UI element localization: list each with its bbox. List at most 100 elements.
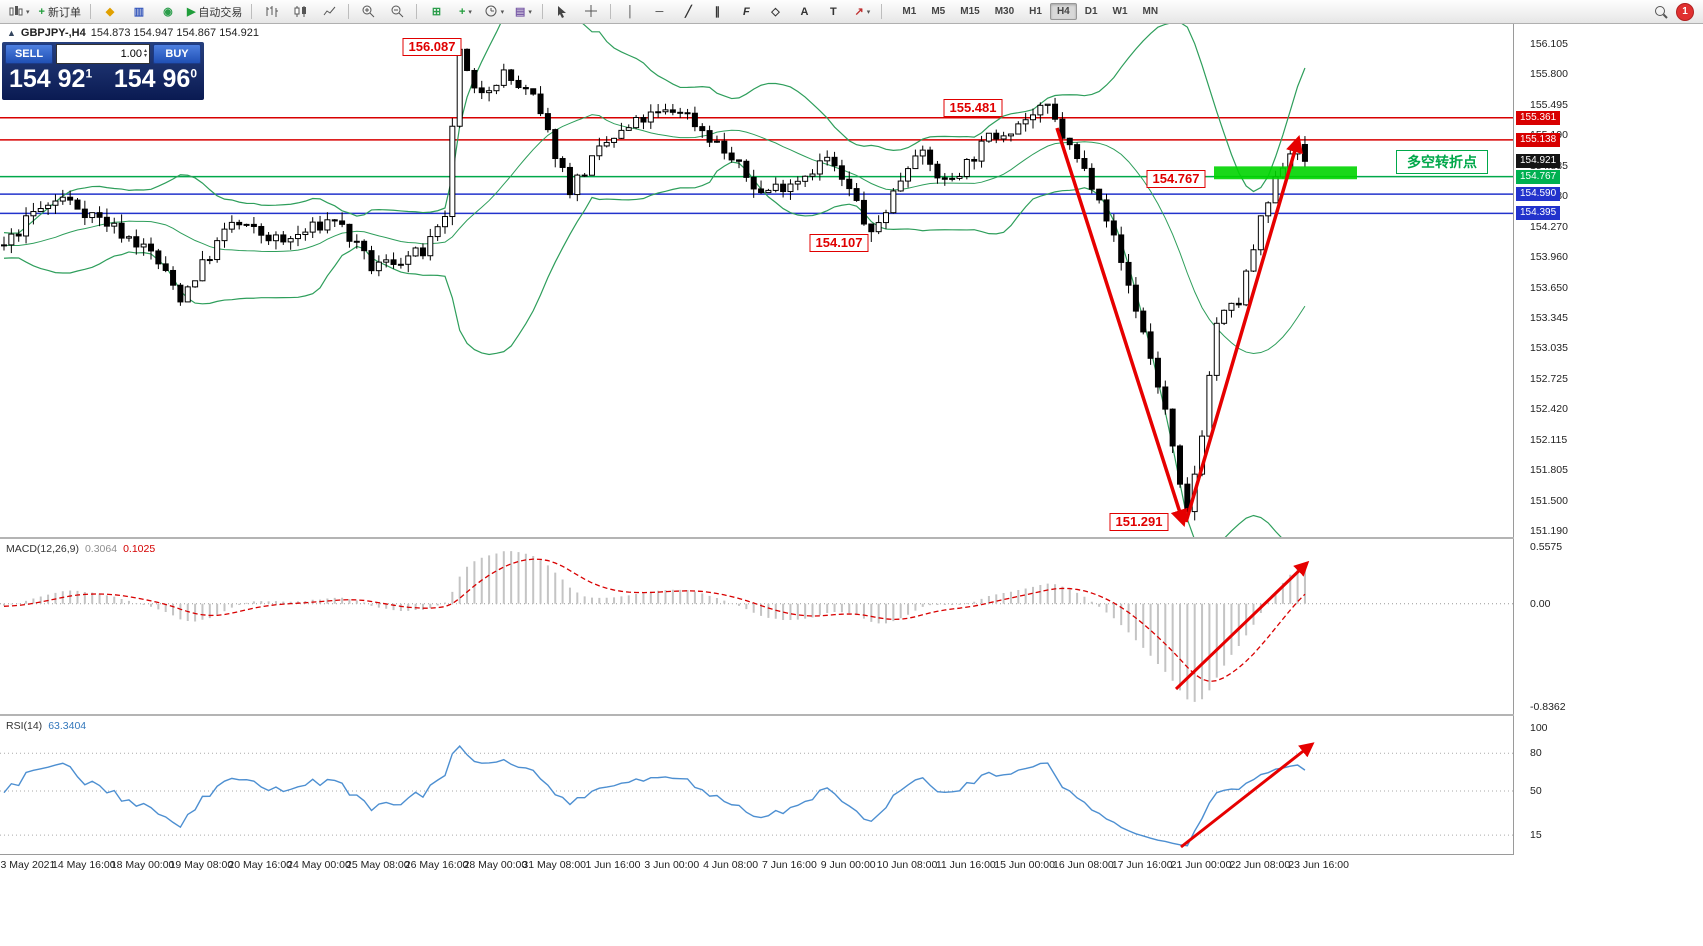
text-tool[interactable]: A bbox=[790, 2, 818, 22]
periods-button[interactable]: ▾ bbox=[480, 2, 508, 22]
autotrading-label: 自动交易 bbox=[198, 6, 243, 19]
channel-icon: ∥ bbox=[714, 6, 721, 18]
axis-separator bbox=[1513, 24, 1514, 874]
zoom-in-button[interactable] bbox=[354, 2, 382, 22]
time-axis[interactable]: 13 May 2021 14 May 16:00 18 May 00:00 19 Ma… bbox=[0, 854, 1703, 875]
time-axis-label: 21 Jun 00:00 bbox=[1170, 859, 1232, 871]
time-axis-label: 3 Jun 00:00 bbox=[644, 859, 700, 871]
panel-splitter[interactable] bbox=[0, 714, 1703, 716]
volume-field[interactable]: 1.00 ▴ ▾ bbox=[56, 44, 150, 64]
trendline-tool[interactable]: ╱ bbox=[674, 2, 702, 22]
indicators-button[interactable]: + ▾ bbox=[451, 2, 479, 22]
timeframe-button-mn[interactable]: MN bbox=[1142, 6, 1159, 17]
price-tag: 155.361 bbox=[1516, 110, 1561, 125]
chevron-down-icon: ▾ bbox=[500, 8, 505, 16]
templates-button[interactable]: ▤ ▾ bbox=[509, 2, 537, 22]
data-window-button[interactable]: ▥ bbox=[125, 2, 153, 22]
symbol-header: ▲ GBPJPY-,H4 154.873 154.947 154.867 154… bbox=[7, 27, 259, 39]
toolbar-separator bbox=[251, 4, 253, 19]
shapes-icon: ◇ bbox=[771, 6, 780, 18]
horizontal-line-tool[interactable]: ─ bbox=[645, 2, 673, 22]
timeframe-button-m15[interactable]: M15 bbox=[960, 6, 980, 17]
macd-signal-value: 0.1025 bbox=[123, 543, 156, 555]
crosshair-button[interactable] bbox=[577, 2, 605, 22]
macd-name: MACD(12,26,9) bbox=[6, 543, 79, 555]
time-axis-label: 1 Jun 16:00 bbox=[585, 859, 641, 871]
macd-header: MACD(12,26,9) 0.3064 0.1025 bbox=[6, 543, 155, 555]
volume-value: 1.00 bbox=[120, 48, 142, 60]
toolbar-separator bbox=[89, 4, 91, 19]
crosshair-icon bbox=[584, 5, 597, 17]
timeframe-toolbar: M1 M5 M15 M30 H1 H4 D1 W1 MN bbox=[895, 3, 1165, 20]
market-watch-button[interactable]: ◆ bbox=[96, 2, 124, 22]
vertical-line-tool[interactable]: │ bbox=[616, 2, 644, 22]
price-tick-label: 156.105 bbox=[1530, 38, 1568, 50]
volume-stepper[interactable]: ▴ ▾ bbox=[143, 48, 147, 59]
price-tick-label: 155.495 bbox=[1530, 98, 1568, 111]
channel-tool[interactable]: ∥ bbox=[703, 2, 731, 22]
ask-price: 154 960 bbox=[114, 65, 197, 94]
stepper-up-icon[interactable]: ▴ bbox=[143, 48, 147, 54]
time-axis-label: 14 May 16:00 bbox=[51, 859, 116, 871]
horizontal-line-icon: ─ bbox=[655, 5, 664, 18]
toolbar-separator bbox=[881, 4, 883, 19]
indicator-axis-label: 50 bbox=[1530, 785, 1542, 797]
tile-windows-button[interactable]: ⊞ bbox=[422, 2, 450, 22]
stepper-down-icon[interactable]: ▾ bbox=[143, 53, 147, 59]
time-axis-label: 16 Jun 08:00 bbox=[1053, 859, 1114, 871]
symbol-name: GBPJPY-,H4 bbox=[20, 27, 86, 39]
navigator-button[interactable]: ◉ bbox=[154, 2, 182, 22]
toolbar-separator bbox=[416, 4, 418, 19]
timeframe-button-d1[interactable]: D1 bbox=[1084, 6, 1098, 17]
new-chart-button[interactable]: ▾ bbox=[5, 2, 34, 22]
arrows-tool[interactable]: ↗ ▾ bbox=[848, 2, 876, 22]
rsi-name: RSI(14) bbox=[6, 720, 43, 732]
symbol-expand-icon[interactable]: ▲ bbox=[7, 28, 16, 38]
line-chart-mode-button[interactable] bbox=[315, 2, 343, 22]
timeframe-button-m1[interactable]: M1 bbox=[902, 6, 917, 17]
price-tick-label: 153.650 bbox=[1530, 281, 1568, 294]
time-axis-label: 20 May 16:00 bbox=[228, 859, 293, 871]
autotrading-button[interactable]: ▶ 自动交易 bbox=[183, 2, 246, 22]
cursor-button[interactable] bbox=[548, 2, 576, 22]
chevron-down-icon: ▾ bbox=[468, 8, 472, 16]
sell-button[interactable]: SELL bbox=[5, 44, 53, 64]
zoom-out-button[interactable] bbox=[383, 2, 411, 22]
top-toolbar: ▾ + 新订单 ◆ ▥ ◉ ▶ 自动交易 ⊞ bbox=[0, 0, 1703, 24]
search-button[interactable] bbox=[1647, 2, 1675, 22]
ask-main-digits: 154 96 bbox=[113, 65, 191, 93]
timeframe-button-m5[interactable]: M5 bbox=[931, 6, 946, 17]
bar-chart-mode-button[interactable] bbox=[257, 2, 285, 22]
chevron-down-icon: ▾ bbox=[26, 8, 30, 16]
main-chart-panel[interactable]: 156.087 155.481 154.767 154.107 151.291 ▲ GB… bbox=[0, 24, 1513, 537]
time-axis-label: 23 Jun 16:00 bbox=[1288, 859, 1349, 871]
time-axis-label: 24 May 00:00 bbox=[287, 859, 351, 871]
shapes-tool[interactable]: ◇ bbox=[761, 2, 789, 22]
price-tick-label: 151.190 bbox=[1530, 525, 1568, 537]
candle-chart-mode-button[interactable] bbox=[286, 2, 314, 22]
time-axis-label: 7 Jun 16:00 bbox=[761, 859, 817, 871]
macd-panel[interactable]: MACD(12,26,9) 0.3064 0.1025 bbox=[0, 539, 1513, 714]
trade-prices-row: 154 921 154 960 bbox=[5, 64, 201, 94]
price-tag: 154.395 bbox=[1516, 206, 1561, 221]
timeframe-button-h1[interactable]: H1 bbox=[1029, 6, 1042, 17]
rsi-panel[interactable]: RSI(14) 63.3404 bbox=[0, 716, 1513, 854]
time-axis-label: 17 Jun 16:00 bbox=[1111, 859, 1173, 871]
panel-splitter[interactable] bbox=[0, 537, 1703, 539]
notification-badge[interactable]: 1 bbox=[1676, 2, 1694, 21]
timeframe-button-h4[interactable]: H4 bbox=[1049, 3, 1077, 20]
fibonacci-tool[interactable]: F bbox=[732, 2, 760, 22]
time-axis-label: 22 Jun 08:00 bbox=[1229, 859, 1291, 871]
time-axis-label: 13 May 2021 bbox=[0, 859, 56, 871]
price-tick-label: 151.805 bbox=[1530, 464, 1568, 477]
timeframe-button-m30[interactable]: M30 bbox=[994, 6, 1015, 17]
time-axis-label: 19 May 08:00 bbox=[169, 859, 234, 871]
vertical-line-icon: │ bbox=[626, 5, 634, 18]
timeframe-button-w1[interactable]: W1 bbox=[1112, 6, 1128, 17]
new-order-button[interactable]: + 新订单 bbox=[35, 2, 85, 22]
label-tool[interactable]: T bbox=[819, 2, 847, 22]
price-axis[interactable]: 156.105155.800155.495155.190154.885154.5… bbox=[1514, 24, 1703, 874]
time-axis-label: 9 Jun 00:00 bbox=[820, 859, 876, 871]
data-window-icon: ▥ bbox=[133, 6, 145, 18]
buy-button[interactable]: BUY bbox=[153, 44, 201, 64]
